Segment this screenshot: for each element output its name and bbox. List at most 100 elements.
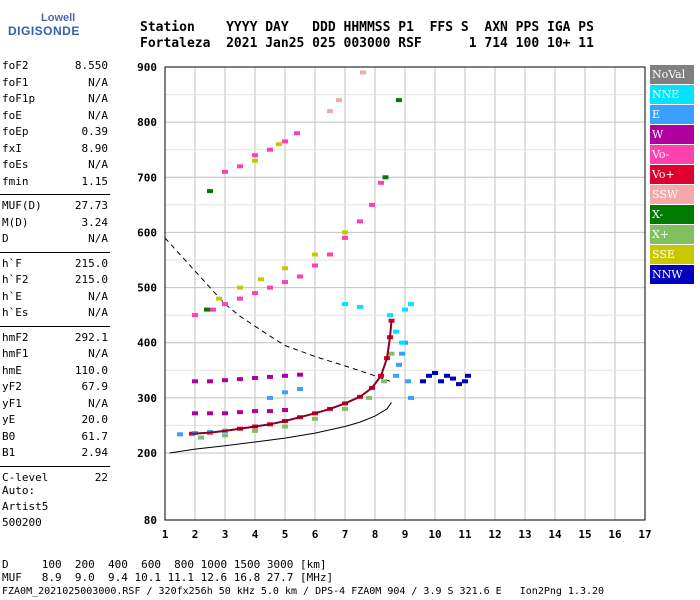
param-row-hf2: h`F2 215.0 xyxy=(2,273,108,287)
plot-frame xyxy=(164,66,646,521)
footer-muf-line: MUF 8.9 9.0 9.4 10.1 11.1 12.6 16.8 27.7… xyxy=(2,571,334,584)
electron-density-profile xyxy=(169,402,392,454)
point-nne xyxy=(402,307,408,312)
param-value: N/A xyxy=(88,92,108,105)
point-sse xyxy=(216,296,222,301)
point-e xyxy=(405,379,411,384)
param-row-fof1p: foF1p N/A xyxy=(2,92,108,106)
legend-item-vo: Vo- xyxy=(650,145,694,164)
point-nnw xyxy=(420,379,426,384)
param-row-fxi: fxI 8.90 xyxy=(2,142,108,156)
point-vo xyxy=(342,235,348,240)
y-tick-label: 600 xyxy=(137,226,157,239)
x-tick-label: 3 xyxy=(222,528,229,541)
param-name: D xyxy=(2,232,9,245)
param-value: 27.73 xyxy=(74,199,108,212)
param-value: N/A xyxy=(88,306,108,319)
point-vo xyxy=(327,252,333,257)
legend-item-sse: SSE xyxy=(650,245,694,264)
point-w xyxy=(282,408,288,412)
point-vo xyxy=(312,263,318,268)
param-name: foF2 xyxy=(2,59,29,72)
point-sse xyxy=(312,252,318,257)
point-vo xyxy=(267,147,273,152)
param-name: foE xyxy=(2,108,22,122)
legend-item-x: X+ xyxy=(650,225,694,244)
param-value: N/A xyxy=(88,75,108,89)
param-value: 67.9 xyxy=(81,380,109,393)
footer-file-line: FZA0M_2021025003000.RSF / 320fx256h 50 k… xyxy=(2,586,605,597)
autoscale-artist: Artist5 xyxy=(2,500,49,513)
x-tick-label: 12 xyxy=(488,528,501,541)
point-nne xyxy=(357,304,363,309)
y-tick-label: 300 xyxy=(137,392,157,405)
point-e xyxy=(267,395,273,400)
param-row-hmf1: hmF1 N/A xyxy=(2,347,108,361)
point-ssw xyxy=(360,70,366,75)
point-nnw xyxy=(456,382,462,387)
point-x xyxy=(366,395,372,400)
x-tick-label: 11 xyxy=(458,528,472,541)
footer-distance-line: D 100 200 400 600 800 1000 1500 3000 [km… xyxy=(2,558,327,571)
legend-item-w: W xyxy=(650,125,694,144)
param-row-hes: h`Es N/A xyxy=(2,306,108,320)
param-name: h`E xyxy=(2,289,22,303)
point-nnw xyxy=(444,373,450,378)
x-tick-label: 17 xyxy=(638,528,651,541)
point-w xyxy=(237,377,243,382)
point-w xyxy=(192,411,198,416)
point-e xyxy=(177,432,183,437)
param-row-he: h`E N/A xyxy=(2,290,108,304)
point-w xyxy=(297,372,303,377)
param-name: foF1 xyxy=(2,75,29,89)
point-ssw xyxy=(327,109,333,114)
point-x xyxy=(252,428,258,433)
param-row-yf1: yF1 N/A xyxy=(2,397,108,411)
param-row-md: M(D) 3.24 xyxy=(2,216,108,230)
x-tick-label: 5 xyxy=(282,528,289,541)
y-tick-label: 80 xyxy=(144,514,157,527)
x-tick-label: 16 xyxy=(608,528,622,541)
point-nnw xyxy=(462,379,468,384)
param-name: hmF1 xyxy=(2,347,29,360)
x-tick-label: 13 xyxy=(518,528,531,541)
point-w xyxy=(237,410,243,415)
point-w xyxy=(267,374,273,379)
param-value: N/A xyxy=(88,289,108,303)
point-nne xyxy=(399,340,405,345)
param-value: 0.39 xyxy=(81,125,109,138)
point-nnw xyxy=(450,376,456,381)
param-value: 292.1 xyxy=(74,330,108,344)
x-tick-label: 10 xyxy=(428,528,441,541)
logo-lowell: Lowell xyxy=(41,12,76,24)
legend-item-e: E xyxy=(650,105,694,124)
point-w xyxy=(252,376,258,380)
param-value: 110.0 xyxy=(74,363,108,377)
param-value: 22 xyxy=(94,470,108,484)
point-vo xyxy=(294,131,300,136)
x-tick-label: 4 xyxy=(252,528,259,541)
y-tick-label: 400 xyxy=(137,337,157,350)
param-row-b0: B0 61.7 xyxy=(2,430,108,444)
param-value: 8.550 xyxy=(74,59,108,72)
param-name: foEp xyxy=(2,125,29,138)
point-nnw xyxy=(438,379,444,384)
param-separator xyxy=(0,325,110,327)
param-name: hmE xyxy=(2,363,22,377)
param-name: fxI xyxy=(2,141,22,155)
param-value: N/A xyxy=(88,232,108,245)
y-tick-label: 700 xyxy=(137,171,157,184)
legend-item-vo: Vo+ xyxy=(650,165,694,184)
autoscale-label: Auto: xyxy=(2,484,36,497)
param-row-fof1: foF1 N/A xyxy=(2,76,108,90)
header-line-1: Station YYYY DAY DDD HHMMSS P1 FFS S AXN… xyxy=(140,20,594,35)
point-e xyxy=(297,387,303,391)
point-x xyxy=(204,307,210,312)
param-value: 2.94 xyxy=(81,446,109,459)
point-vo xyxy=(267,285,273,290)
x-tick-label: 14 xyxy=(548,528,562,541)
point-e xyxy=(396,362,402,367)
param-value: 61.7 xyxy=(81,429,109,443)
point-vo xyxy=(282,280,288,285)
point-vo xyxy=(222,302,228,307)
